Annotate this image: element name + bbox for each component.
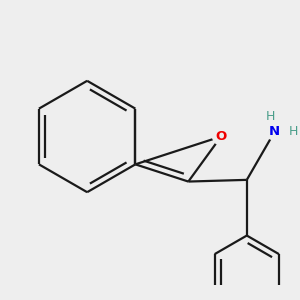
Circle shape [266,123,283,140]
Circle shape [213,128,230,145]
Text: H: H [289,125,298,138]
Text: N: N [269,125,280,138]
Text: H: H [266,110,275,123]
Text: O: O [215,130,227,143]
